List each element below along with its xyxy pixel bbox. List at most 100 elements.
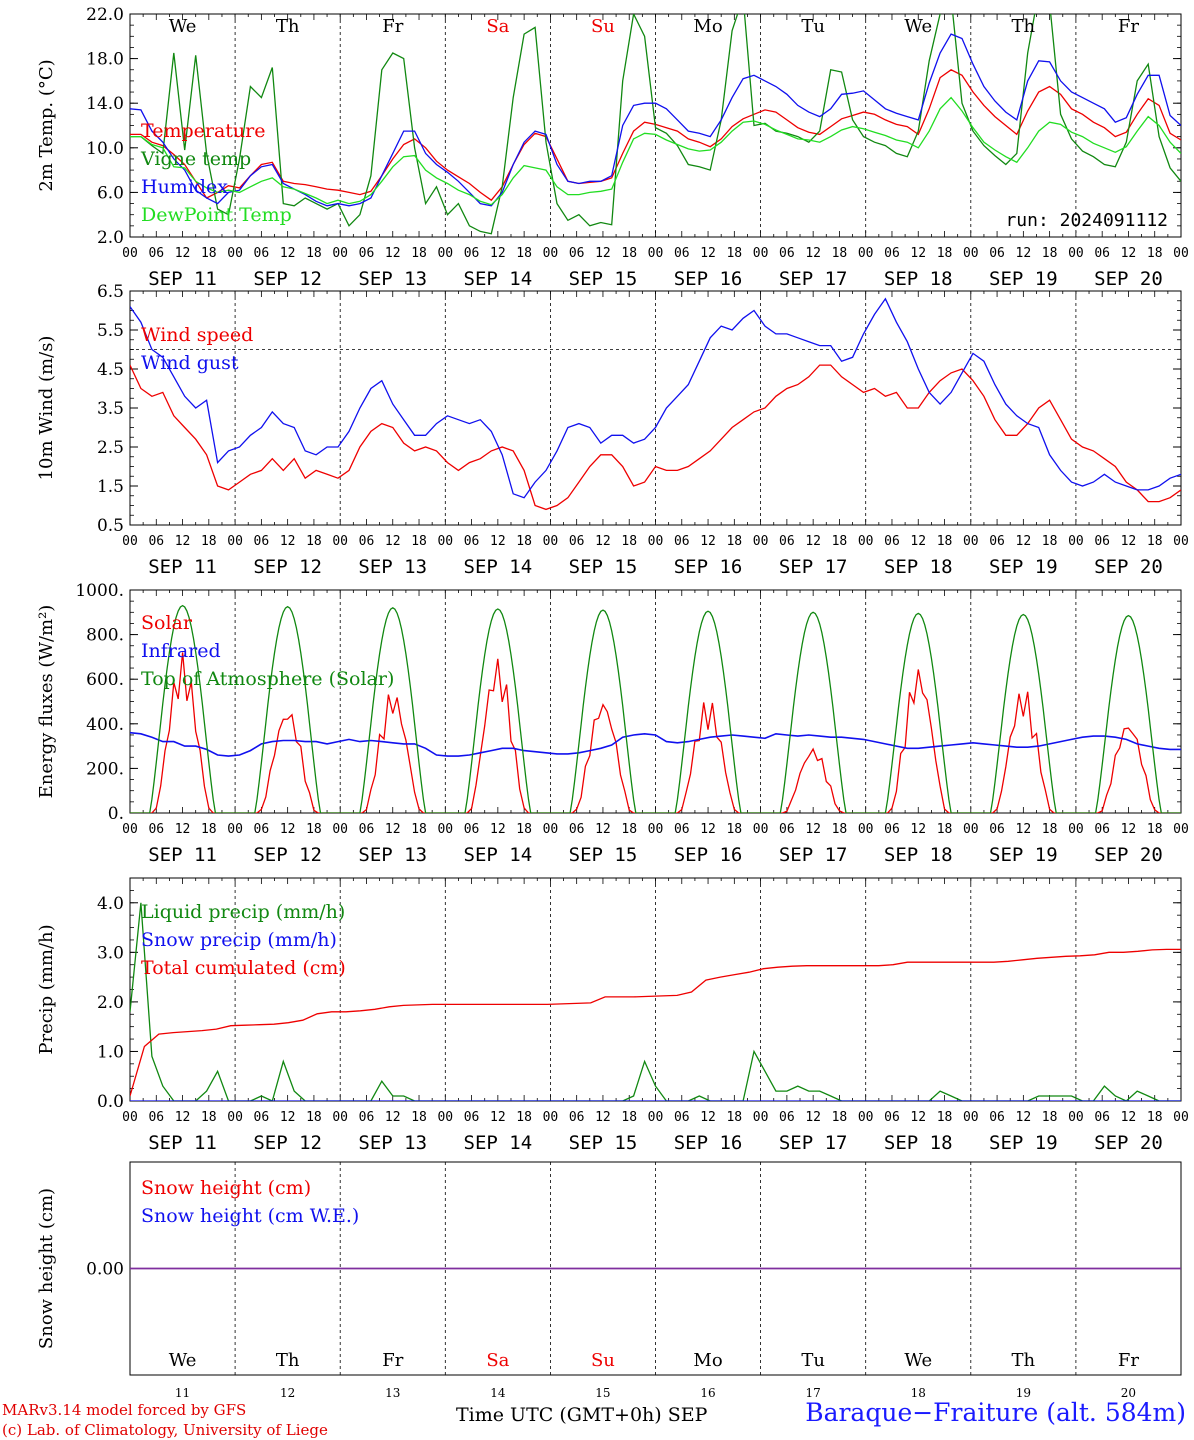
hour-label: 06 <box>884 822 900 837</box>
day-number: 16 <box>700 1386 715 1400</box>
legend-entry: Humidex <box>141 176 228 198</box>
hour-label: 18 <box>832 246 848 261</box>
hour-label: 00 <box>858 1110 874 1125</box>
hour-label: 12 <box>280 822 296 837</box>
date-label: SEP 13 <box>358 1132 427 1154</box>
hour-label: 18 <box>516 534 532 549</box>
hour-label: 06 <box>674 246 690 261</box>
series-line-infrared <box>130 731 1181 757</box>
y-tick-label: 4.5 <box>97 360 124 380</box>
hour-label: 12 <box>595 534 611 549</box>
hour-label: 12 <box>1016 246 1032 261</box>
hour-label: 06 <box>254 246 270 261</box>
hour-label: 12 <box>910 246 926 261</box>
hour-label: 18 <box>516 1110 532 1125</box>
hour-label: 06 <box>254 1110 270 1125</box>
date-label: SEP 18 <box>884 268 953 290</box>
hour-label: 12 <box>175 822 191 837</box>
hour-label: 18 <box>1042 246 1058 261</box>
hour-label: 00 <box>858 534 874 549</box>
date-label: SEP 15 <box>569 844 638 866</box>
y-tick-label: 4.0 <box>97 894 124 914</box>
y-tick-label: 0.0 <box>97 1092 124 1112</box>
hour-label: 00 <box>332 822 348 837</box>
hour-label: 00 <box>437 534 453 549</box>
date-label: SEP 13 <box>358 844 427 866</box>
hour-label: 18 <box>832 822 848 837</box>
hour-label: 18 <box>937 534 953 549</box>
hour-label: 06 <box>464 534 480 549</box>
date-label: SEP 11 <box>148 844 217 866</box>
hour-label: 00 <box>963 1110 979 1125</box>
hour-label: 06 <box>148 246 164 261</box>
date-label: SEP 16 <box>674 844 743 866</box>
date-label: SEP 14 <box>464 268 533 290</box>
hour-label: 06 <box>884 534 900 549</box>
weekday-label: Th <box>1012 16 1036 37</box>
hour-label: 00 <box>332 534 348 549</box>
hour-label: 12 <box>175 246 191 261</box>
weekday-label: Tu <box>801 16 825 37</box>
hour-label: 00 <box>753 1110 769 1125</box>
time-axis-label: Time UTC (GMT+0h) <box>456 1404 662 1426</box>
hour-label: 18 <box>201 822 217 837</box>
y-tick-label: 3.0 <box>97 943 124 963</box>
date-label: SEP 18 <box>884 844 953 866</box>
date-label: SEP 12 <box>253 268 322 290</box>
hour-label: 06 <box>569 1110 585 1125</box>
y-tick-label: 6.5 <box>97 282 124 302</box>
day-number: 17 <box>806 1386 821 1400</box>
y-tick-label: 2.5 <box>97 438 124 458</box>
hour-label: 06 <box>989 822 1005 837</box>
hour-label: 12 <box>1016 1110 1032 1125</box>
date-label: SEP 12 <box>253 844 322 866</box>
hour-label: 06 <box>254 534 270 549</box>
hour-label: 06 <box>884 1110 900 1125</box>
hour-label: 18 <box>516 246 532 261</box>
hour-label: 00 <box>227 1110 243 1125</box>
credit-lab: (c) Lab. of Climatology, University of L… <box>2 1421 328 1439</box>
series-line-wind-gust <box>130 297 1181 499</box>
y-tick-label: 14.0 <box>86 94 124 114</box>
credit-model: MARv3.14 model forced by GFS <box>2 1401 247 1419</box>
series-line-liquid-precip-mm-h- <box>130 902 1181 1101</box>
y-axis-label: 2m Temp. (°C) <box>36 59 57 191</box>
hour-label: 18 <box>1147 534 1163 549</box>
hour-label: 18 <box>201 1110 217 1125</box>
hour-label: 06 <box>359 822 375 837</box>
hour-label: 00 <box>332 1110 348 1125</box>
hour-label: 18 <box>1147 822 1163 837</box>
hour-label: 12 <box>280 246 296 261</box>
hour-label: 18 <box>306 1110 322 1125</box>
hour-label: 00 <box>753 534 769 549</box>
hour-label: 00 <box>963 822 979 837</box>
legend-entry: Infrared <box>141 640 221 662</box>
date-label: SEP 19 <box>989 268 1058 290</box>
hour-label: 06 <box>569 246 585 261</box>
credits: MARv3.14 model forced by GFS (c) Lab. of… <box>2 1400 328 1440</box>
hour-label: 12 <box>805 822 821 837</box>
hour-label: 18 <box>411 534 427 549</box>
hour-label: 12 <box>1121 534 1137 549</box>
legend-entry: Wind gust <box>141 352 239 374</box>
date-label: SEP 12 <box>253 1132 322 1154</box>
legend-entry: DewPoint Temp <box>141 204 292 226</box>
hour-label: 06 <box>989 1110 1005 1125</box>
weekday-label: We <box>904 1350 932 1371</box>
hour-label: 18 <box>621 534 637 549</box>
hour-label: 12 <box>805 1110 821 1125</box>
y-axis-label: 10m Wind (m/s) <box>36 336 57 481</box>
hour-label: 06 <box>148 534 164 549</box>
hour-label: 00 <box>1068 1110 1084 1125</box>
date-label: SEP 17 <box>779 268 848 290</box>
y-tick-label: 800. <box>86 626 124 646</box>
hour-label: 00 <box>858 822 874 837</box>
y-tick-label: 18.0 <box>86 50 124 70</box>
hour-label: 18 <box>832 534 848 549</box>
hour-label: 18 <box>726 246 742 261</box>
hour-label: 00 <box>1173 822 1189 837</box>
y-tick-label: 0.5 <box>97 516 124 536</box>
hour-label: 12 <box>280 534 296 549</box>
hour-label: 00 <box>437 1110 453 1125</box>
legend-entry: Snow height (cm W.E.) <box>141 1205 359 1227</box>
